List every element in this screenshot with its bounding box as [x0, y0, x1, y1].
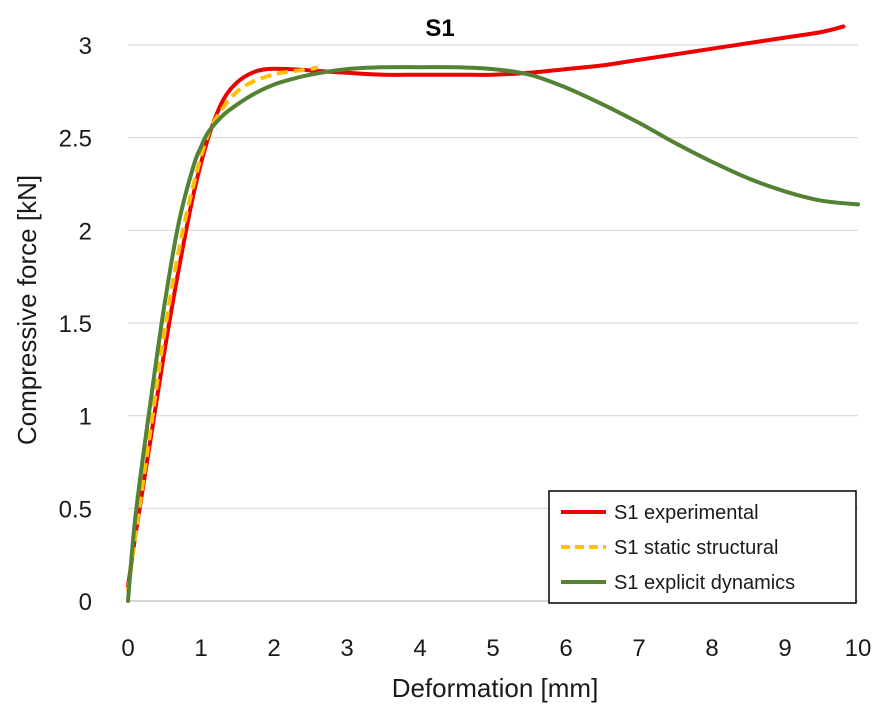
legend-box	[548, 490, 857, 604]
x-tick-label: 2	[267, 635, 280, 662]
x-tick-label: 7	[632, 635, 645, 662]
legend: S1 experimental S1 static structural S1 …	[548, 490, 857, 604]
x-tick-label: 3	[340, 635, 353, 662]
legend-label-explicit-dynamics: S1 explicit dynamics	[614, 572, 795, 594]
x-tick-label: 10	[845, 635, 872, 662]
x-tick-label: 8	[705, 635, 718, 662]
y-tick-labels: 0 0.5 1 1.5 2 2.5 3	[59, 33, 92, 616]
legend-label-experimental: S1 experimental	[614, 502, 759, 524]
legend-label-static-structural: S1 static structural	[614, 537, 779, 559]
y-tick-label: 3	[79, 33, 92, 60]
series-line-s1-experimental	[126, 24, 846, 589]
x-tick-label: 0	[121, 635, 134, 662]
y-tick-label: 0.5	[59, 496, 92, 523]
series-line-s1-static-structural	[126, 65, 319, 592]
x-tick-label: 4	[413, 635, 426, 662]
x-tick-label: 9	[778, 635, 791, 662]
x-axis-title: Deformation [mm]	[392, 673, 599, 703]
x-tick-labels: 0 1 2 3 4 5 6 7 8 9 10	[121, 635, 871, 662]
y-axis-title: Compressive force [kN]	[12, 175, 42, 445]
x-tick-label: 1	[194, 635, 207, 662]
y-tick-label: 1.5	[59, 311, 92, 338]
y-tick-label: 0	[79, 589, 92, 616]
chart-title: S1	[425, 15, 454, 42]
x-tick-label: 6	[559, 635, 572, 662]
series-line-s1-explicit-dynamics	[126, 65, 860, 603]
y-tick-label: 2	[79, 218, 92, 245]
y-tick-label: 2.5	[59, 126, 92, 153]
data-series	[126, 24, 860, 603]
x-tick-label: 5	[486, 635, 499, 662]
y-tick-label: 1	[79, 404, 92, 431]
